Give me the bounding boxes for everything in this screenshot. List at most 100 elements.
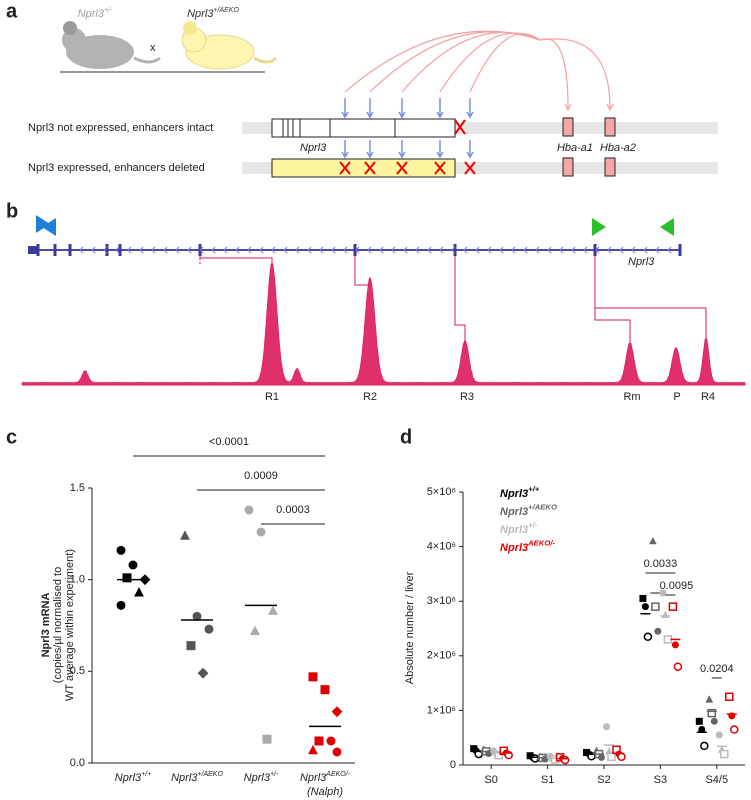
- parent-label: Nprl3+/-: [78, 7, 113, 20]
- data-point: [607, 752, 616, 762]
- data-point: [654, 627, 662, 635]
- x-tick-label: Nprl3+/-: [244, 771, 279, 784]
- enhancer-arrow: [341, 98, 349, 119]
- strand-chevron: [607, 246, 612, 254]
- data-point: [698, 726, 706, 734]
- x-tick-label: S2: [597, 774, 610, 786]
- strand-chevron: [523, 246, 528, 254]
- y-axis-label: (copies/µl normalised to: [52, 567, 64, 683]
- row-label: Nprl3 expressed, enhancers deleted: [28, 162, 205, 174]
- label-text: Nprl3: [300, 772, 327, 784]
- strand-chevron: [211, 246, 216, 254]
- peak-label: P: [673, 391, 680, 403]
- exon: [28, 246, 38, 254]
- peak-label: R2: [363, 391, 377, 403]
- data-point: [262, 734, 272, 744]
- exon: [53, 244, 57, 256]
- strand-chevron: [463, 246, 468, 254]
- mouse-gray: [62, 21, 161, 69]
- strand-chevron: [91, 246, 96, 254]
- y-tick-label: 1.5: [70, 482, 85, 494]
- strand-chevron: [307, 246, 312, 254]
- label-sup: +/AEKO: [213, 7, 239, 14]
- enhancer-arrow: [436, 98, 444, 119]
- data-point: [326, 736, 336, 746]
- data-point: [598, 753, 605, 761]
- primer: [592, 218, 606, 236]
- data-point: [186, 641, 196, 651]
- x-tick-label: Nprl3AEKO/-: [300, 771, 351, 784]
- data-point: [192, 611, 202, 621]
- data-point: [707, 708, 717, 718]
- interaction-arc: [344, 30, 541, 93]
- enhancer-arrow: [398, 98, 406, 119]
- strand-chevron: [235, 246, 240, 254]
- x-tick-sublabel: (Nalph): [307, 786, 343, 798]
- label-text: Nprl3: [500, 488, 528, 500]
- hba-box: [562, 117, 574, 137]
- data-point: [700, 741, 709, 751]
- data-point: [256, 527, 266, 537]
- strand-chevron: [535, 246, 540, 254]
- data-point: [116, 545, 126, 555]
- primer: [660, 218, 674, 236]
- panel-label: d: [400, 426, 412, 448]
- strand-chevron: [403, 246, 408, 254]
- p-value: 0.0033: [644, 558, 678, 570]
- strand-chevron: [583, 246, 588, 254]
- p-value: <0.0001: [209, 436, 249, 448]
- strand-chevron: [643, 246, 648, 254]
- strand-chevron: [187, 246, 192, 254]
- y-tick-label: 1.0: [70, 574, 85, 586]
- cross: x: [150, 42, 156, 54]
- strand-chevron: [127, 246, 132, 254]
- loop-arrow: [199, 256, 596, 325]
- signal-track: [21, 262, 746, 386]
- interaction-arc: [369, 31, 541, 93]
- strand-chevron: [379, 246, 384, 254]
- enhancer-arrow: [341, 140, 349, 159]
- deletion-x: [339, 161, 351, 175]
- label-sup: +/AEKO: [197, 771, 223, 778]
- p-value: 0.0009: [244, 470, 278, 482]
- deletion-x: [364, 161, 376, 175]
- deletion-x: [434, 161, 446, 175]
- strand-chevron: [631, 246, 636, 254]
- loop-arrow: [199, 256, 273, 265]
- strand-chevron: [163, 246, 168, 254]
- data-point: [308, 672, 318, 682]
- exon: [453, 244, 457, 256]
- loop-arrow: [594, 256, 707, 340]
- label-sup: AEKO/-: [527, 539, 555, 548]
- data-point: [332, 747, 342, 757]
- strand-chevron: [427, 246, 432, 254]
- data-point: [494, 750, 503, 760]
- y-tick-label: 1×10⁶: [427, 704, 456, 716]
- loop-arrow: [354, 256, 371, 286]
- data-point: [560, 755, 570, 765]
- data-point: [705, 695, 714, 703]
- row-label: Nprl3 not expressed, enhancers intact: [28, 122, 213, 134]
- loop-arrow: [594, 256, 631, 345]
- strand-chevron: [247, 246, 252, 254]
- y-tick-label: 3×10⁶: [427, 595, 456, 607]
- p-value: 0.0204: [700, 663, 734, 675]
- strand-chevron: [367, 246, 372, 254]
- strand-chevron: [103, 246, 108, 254]
- strand-chevron: [451, 246, 456, 254]
- data-point: [710, 717, 718, 725]
- label-text: Nprl3: [500, 506, 528, 518]
- strand-chevron: [547, 246, 552, 254]
- data-point: [603, 723, 610, 731]
- interaction-arc: [539, 38, 572, 112]
- strand-chevron: [151, 246, 156, 254]
- strand-chevron: [259, 246, 264, 254]
- exon: [105, 244, 109, 256]
- x-tick-label: S4/5: [705, 774, 728, 786]
- x-tick-label: S3: [654, 774, 667, 786]
- enhancer-arrow: [436, 140, 444, 159]
- strand-chevron: [355, 246, 360, 254]
- strand-chevron: [619, 246, 624, 254]
- strand-chevron: [391, 246, 396, 254]
